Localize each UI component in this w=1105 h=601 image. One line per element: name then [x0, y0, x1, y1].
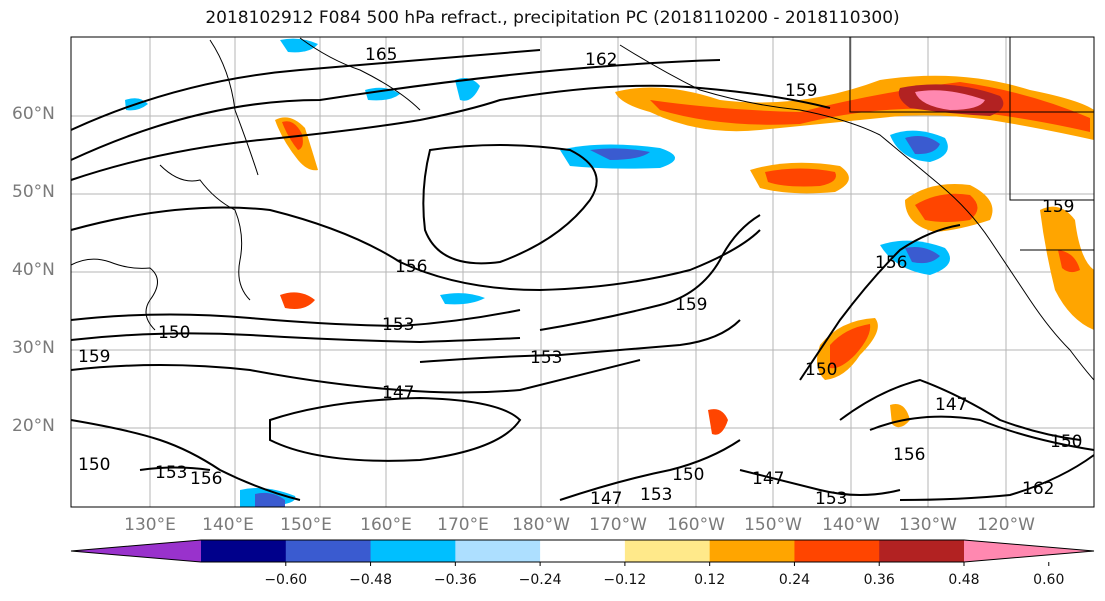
- contour-label: 153: [530, 348, 562, 368]
- contour-label: 153: [382, 315, 414, 335]
- contour-150: [70, 332, 521, 344]
- colorbar-tick-label: 0.36: [863, 572, 895, 588]
- contour-label: 159: [785, 81, 817, 101]
- colorbar-tick-label: −0.36: [433, 572, 477, 588]
- map-frame: [70, 36, 1095, 508]
- contour-147-loop: [269, 396, 522, 462]
- colorbar-tick-label: 0.48: [948, 572, 980, 588]
- colorbar-outline: [70, 539, 1095, 563]
- colorbar-bin: [879, 540, 965, 562]
- contour-label: 156: [395, 257, 427, 277]
- lat-label: 20°N: [12, 416, 55, 436]
- contour-165: [70, 49, 541, 131]
- lat-label: 60°N: [12, 104, 55, 124]
- gridlines: [71, 37, 1094, 507]
- contour-150-south: [559, 439, 741, 501]
- lat-label: 40°N: [12, 260, 55, 280]
- precip-pos-scattered-2: [890, 404, 910, 428]
- lon-label: 120°W: [977, 515, 1035, 535]
- lon-label: 160°W: [667, 515, 725, 535]
- lon-label: 150°E: [280, 515, 332, 535]
- contour-150-east: [799, 224, 961, 381]
- contour-label: 159: [1042, 197, 1074, 217]
- contour-153: [70, 309, 521, 328]
- lon-label: 140°E: [202, 515, 254, 535]
- contour-159-loop: [422, 144, 598, 265]
- colorbar-bin: [540, 540, 626, 562]
- colorbar-tick-label: 0.12: [694, 572, 726, 588]
- lon-label: 180°W: [512, 515, 570, 535]
- contour-label: 159: [675, 295, 707, 315]
- colorbar-tick-label: 0.24: [778, 572, 811, 588]
- colorbar-tick-label: −0.60: [264, 572, 308, 588]
- contour-162-east: [899, 454, 1095, 501]
- contour-label: 147: [935, 395, 967, 415]
- colorbar-tick-label: 0.60: [1033, 572, 1065, 588]
- contour-159-mid: [539, 214, 761, 331]
- contour-156: [70, 206, 761, 292]
- contour-label: 150: [158, 323, 190, 343]
- contour-label: 150: [805, 360, 837, 380]
- contour-label: 156: [875, 253, 907, 273]
- contour-label: 147: [752, 469, 784, 489]
- lon-label: 140°W: [822, 515, 880, 535]
- lon-label: 170°W: [589, 515, 647, 535]
- contour-147-south: [739, 469, 901, 496]
- precip-neg-scattered-3: [440, 293, 485, 305]
- map-title: 2018102912 F084 500 hPa refract., precip…: [205, 8, 900, 28]
- precip-neg-scattered-5: [365, 87, 400, 101]
- coastlines: [70, 37, 1095, 381]
- precip-neg-scattered-1: [280, 38, 318, 53]
- colorbar-bin: [794, 540, 880, 562]
- contour-153-b: [419, 319, 741, 363]
- colorbar-tick-label: −0.24: [518, 572, 562, 588]
- contour-label: 165: [365, 45, 397, 65]
- precip-shading: [125, 38, 1094, 507]
- contour-159-north: [70, 84, 831, 181]
- colorbar-bin: [285, 540, 372, 562]
- colorbar-bin: [455, 540, 541, 562]
- lon-label: 130°W: [899, 515, 957, 535]
- colorbar-tick-label: −0.48: [349, 572, 392, 588]
- colorbar-extend-high: [964, 540, 1094, 562]
- lon-label: 170°E: [437, 515, 489, 535]
- colorbar-bin: [370, 540, 456, 562]
- lon-label: 130°E: [124, 515, 176, 535]
- contour-label: 150: [672, 465, 704, 485]
- precip-pos-scattered-3: [708, 409, 728, 435]
- colorbar-bin: [201, 540, 287, 562]
- lon-label: 160°E: [360, 515, 412, 535]
- contour-label: 147: [382, 383, 414, 403]
- contour-150-east2: [869, 415, 1095, 451]
- contour-label: 156: [893, 445, 925, 465]
- contour-label: 162: [1022, 479, 1054, 499]
- contour-label: 153: [155, 463, 187, 483]
- contours: [70, 49, 1095, 501]
- contour-label: 150: [1050, 432, 1082, 452]
- contour-label: 162: [585, 50, 617, 70]
- contour-label: 150: [78, 455, 110, 475]
- colorbar-tick-label: −0.12: [603, 572, 647, 588]
- colorbar-bin: [624, 540, 711, 562]
- contour-label: 153: [815, 489, 847, 509]
- lat-label: 30°N: [12, 338, 55, 358]
- contour-label: 156: [190, 469, 222, 489]
- contour-label: 147: [590, 489, 622, 509]
- contour-156-south: [70, 419, 301, 501]
- contour-162: [70, 59, 721, 161]
- contour-label: 159: [78, 347, 110, 367]
- colorbar-bin: [709, 540, 795, 562]
- contour-147-east: [839, 378, 1081, 441]
- colorbar: [70, 539, 1095, 566]
- lon-label: 150°W: [744, 515, 802, 535]
- precip-pos-scattered-1: [280, 292, 315, 309]
- precip-neg-scattered-2: [455, 78, 480, 101]
- colorbar-extend-low: [71, 540, 201, 562]
- contour-147: [70, 359, 641, 394]
- lat-label: 50°N: [12, 182, 55, 202]
- contour-label: 153: [640, 485, 672, 505]
- contour-153-south: [139, 466, 211, 471]
